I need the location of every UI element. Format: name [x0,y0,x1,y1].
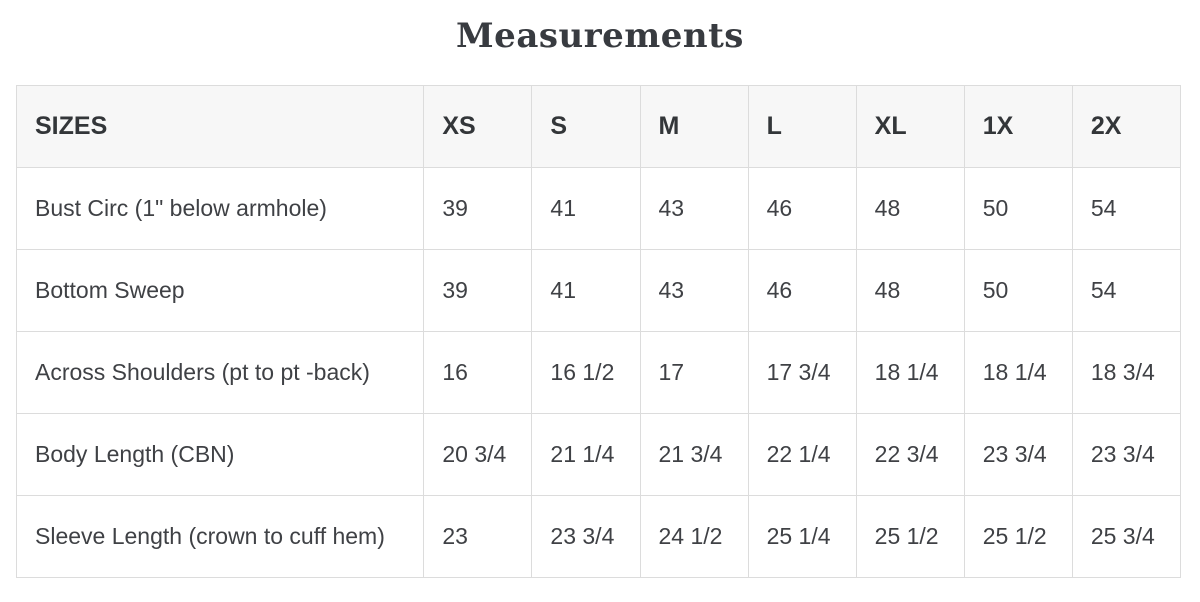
cell-value: 23 [423,495,533,578]
row-label: Across Shoulders (pt to pt -back) [15,331,425,414]
cell-value: 48 [855,249,965,332]
cell-value: 43 [639,167,749,250]
cell-value: 18 1/4 [963,331,1073,414]
cell-value: 23 3/4 [963,413,1073,496]
cell-value: 54 [1071,167,1182,250]
cell-value: 23 3/4 [1071,413,1182,496]
cell-value: 25 1/2 [963,495,1073,578]
column-header-s: S [531,85,641,168]
cell-value: 23 3/4 [531,495,641,578]
cell-value: 46 [747,167,857,250]
table-row: Bottom Sweep 39 41 43 46 48 50 54 [15,249,1182,332]
column-header-2x: 2X [1071,85,1182,168]
cell-value: 46 [747,249,857,332]
cell-value: 21 1/4 [531,413,641,496]
cell-value: 18 3/4 [1071,331,1182,414]
cell-value: 22 1/4 [747,413,857,496]
table-row: Bust Circ (1" below armhole) 39 41 43 46… [15,167,1182,250]
cell-value: 21 3/4 [639,413,749,496]
cell-value: 50 [963,249,1073,332]
cell-value: 25 1/4 [747,495,857,578]
row-label: Sleeve Length (crown to cuff hem) [15,495,425,578]
cell-value: 18 1/4 [855,331,965,414]
table-row: Body Length (CBN) 20 3/4 21 1/4 21 3/4 2… [15,413,1182,496]
cell-value: 17 [639,331,749,414]
cell-value: 17 3/4 [747,331,857,414]
cell-value: 39 [423,167,533,250]
column-header-l: L [747,85,857,168]
row-label: Bottom Sweep [15,249,425,332]
table-header-row: SIZES XS S M L XL 1X 2X [15,85,1182,168]
column-header-1x: 1X [963,85,1073,168]
cell-value: 16 1/2 [531,331,641,414]
cell-value: 20 3/4 [423,413,533,496]
cell-value: 24 1/2 [639,495,749,578]
cell-value: 39 [423,249,533,332]
page-title: Measurements [456,16,744,56]
table-row: Sleeve Length (crown to cuff hem) 23 23 … [15,495,1182,578]
cell-value: 50 [963,167,1073,250]
cell-value: 22 3/4 [855,413,965,496]
column-header-xl: XL [855,85,965,168]
cell-value: 41 [531,249,641,332]
cell-value: 16 [423,331,533,414]
column-header-xs: XS [423,85,533,168]
column-header-m: M [639,85,749,168]
column-header-sizes: SIZES [15,85,425,168]
cell-value: 41 [531,167,641,250]
cell-value: 43 [639,249,749,332]
table-row: Across Shoulders (pt to pt -back) 16 16 … [15,331,1182,414]
cell-value: 25 3/4 [1071,495,1182,578]
row-label: Body Length (CBN) [15,413,425,496]
cell-value: 54 [1071,249,1182,332]
cell-value: 48 [855,167,965,250]
cell-value: 25 1/2 [855,495,965,578]
measurements-table: SIZES XS S M L XL 1X 2X Bust Circ (1" be… [15,85,1182,578]
row-label: Bust Circ (1" below armhole) [15,167,425,250]
